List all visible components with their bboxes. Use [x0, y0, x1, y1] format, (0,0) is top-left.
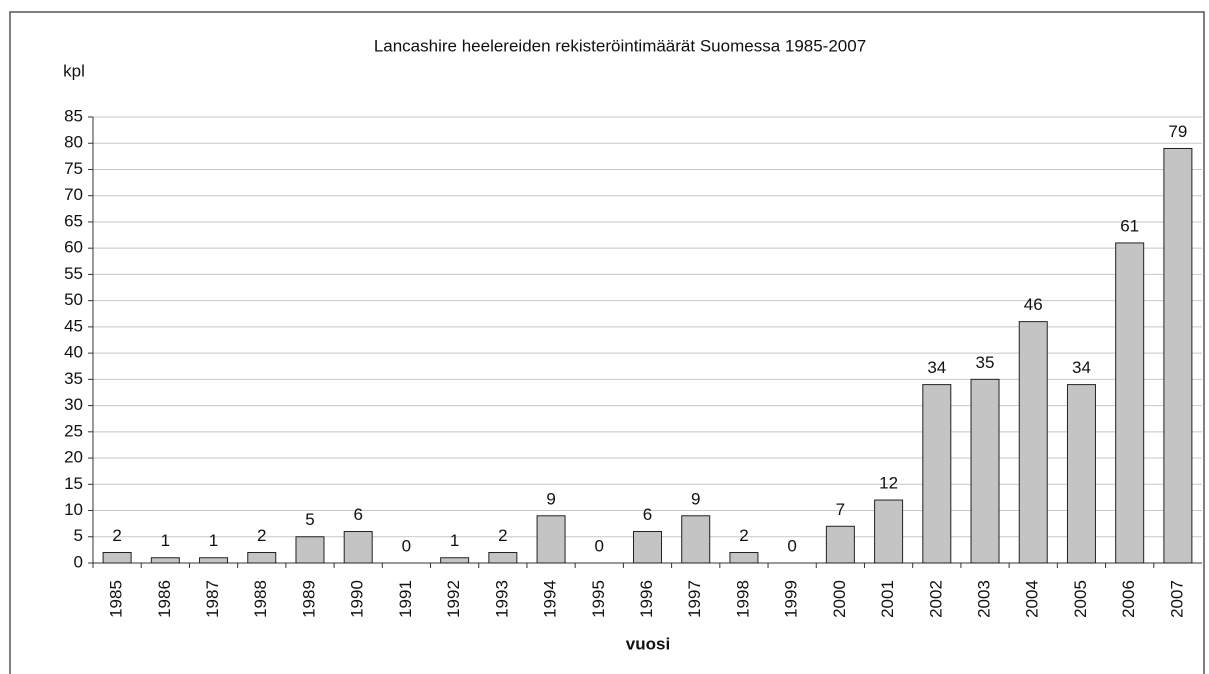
bar — [343, 531, 373, 564]
bar — [247, 552, 277, 564]
data-label: 34 — [1072, 358, 1091, 377]
data-label: 0 — [787, 536, 796, 555]
y-tick-label: 35 — [64, 369, 83, 388]
data-label: 34 — [927, 358, 946, 377]
data-label: 9 — [691, 489, 700, 508]
y-tick-label: 5 — [74, 526, 83, 545]
x-tick-label: 2001 — [878, 580, 897, 618]
y-tick-label: 30 — [64, 395, 83, 414]
y-tick-label: 85 — [64, 106, 83, 125]
data-label: 12 — [879, 474, 898, 493]
x-tick-label: 1998 — [733, 580, 752, 618]
bar — [1115, 242, 1145, 564]
bar — [295, 536, 325, 564]
bar — [488, 552, 518, 564]
bar — [825, 525, 855, 564]
y-axis-label: kpl — [63, 61, 85, 80]
y-tick-label: 20 — [64, 448, 83, 467]
y-tick-label: 0 — [74, 552, 83, 571]
data-label: 1 — [209, 531, 218, 550]
y-tick-label: 80 — [64, 133, 83, 152]
y-tick-label: 70 — [64, 185, 83, 204]
x-tick-label: 1987 — [203, 580, 222, 618]
y-tick-label: 65 — [64, 211, 83, 230]
bar — [440, 557, 470, 564]
y-tick-label: 45 — [64, 316, 83, 335]
data-label: 6 — [643, 505, 652, 524]
y-tick-label: 50 — [64, 290, 83, 309]
bar — [536, 515, 566, 564]
data-label: 2 — [498, 526, 507, 545]
chart-frame — [9, 11, 1205, 674]
x-tick-label: 2004 — [1023, 580, 1042, 618]
data-label: 46 — [1024, 295, 1043, 314]
x-tick-label: 1988 — [251, 580, 270, 618]
bar — [874, 499, 904, 564]
x-tick-label: 2000 — [830, 580, 849, 618]
data-label: 1 — [161, 531, 170, 550]
x-tick-label: 1986 — [155, 580, 174, 618]
bar — [729, 552, 759, 564]
data-label: 5 — [305, 510, 314, 529]
y-tick-label: 15 — [64, 474, 83, 493]
data-label: 7 — [836, 500, 845, 519]
x-tick-label: 2002 — [926, 580, 945, 618]
x-tick-label: 1999 — [782, 580, 801, 618]
y-tick-label: 25 — [64, 421, 83, 440]
bar — [970, 378, 1000, 564]
data-label: 0 — [595, 536, 604, 555]
x-tick-label: 1990 — [348, 580, 367, 618]
y-tick-label: 40 — [64, 343, 83, 362]
chart-title: Lancashire heelereiden rekisteröintimäär… — [374, 36, 866, 55]
x-tick-label: 1994 — [541, 580, 560, 618]
bar — [150, 557, 180, 564]
data-label: 79 — [1168, 122, 1187, 141]
x-tick-label: 1989 — [299, 580, 318, 618]
x-tick-label: 1997 — [685, 580, 704, 618]
bar — [922, 384, 952, 564]
x-axis-label: vuosi — [626, 634, 670, 653]
y-tick-label: 10 — [64, 500, 83, 519]
data-label: 2 — [112, 526, 121, 545]
y-tick-label: 60 — [64, 238, 83, 257]
x-tick-label: 1985 — [107, 580, 126, 618]
x-tick-label: 1995 — [589, 580, 608, 618]
data-label: 9 — [546, 489, 555, 508]
bar — [102, 552, 132, 564]
data-label: 6 — [353, 505, 362, 524]
bar — [633, 531, 662, 564]
y-tick-label: 75 — [64, 159, 83, 178]
bar — [681, 515, 711, 564]
x-tick-label: 2007 — [1167, 580, 1186, 618]
data-label: 35 — [976, 353, 995, 372]
x-tick-label: 2003 — [975, 580, 994, 618]
x-tick-label: 2005 — [1071, 580, 1090, 618]
x-tick-label: 1992 — [444, 580, 463, 618]
y-tick-label: 55 — [64, 264, 83, 283]
x-tick-label: 1996 — [637, 580, 656, 618]
bar — [1018, 321, 1048, 564]
bar — [1066, 384, 1096, 564]
data-label: 1 — [450, 531, 459, 550]
bar — [199, 557, 229, 564]
x-tick-label: 1991 — [396, 580, 415, 618]
x-tick-label: 2006 — [1119, 580, 1138, 618]
data-label: 2 — [739, 526, 748, 545]
data-label: 2 — [257, 526, 266, 545]
bar — [1163, 147, 1193, 564]
data-label: 0 — [402, 536, 411, 555]
data-label: 61 — [1120, 216, 1139, 235]
x-tick-label: 1993 — [492, 580, 511, 618]
